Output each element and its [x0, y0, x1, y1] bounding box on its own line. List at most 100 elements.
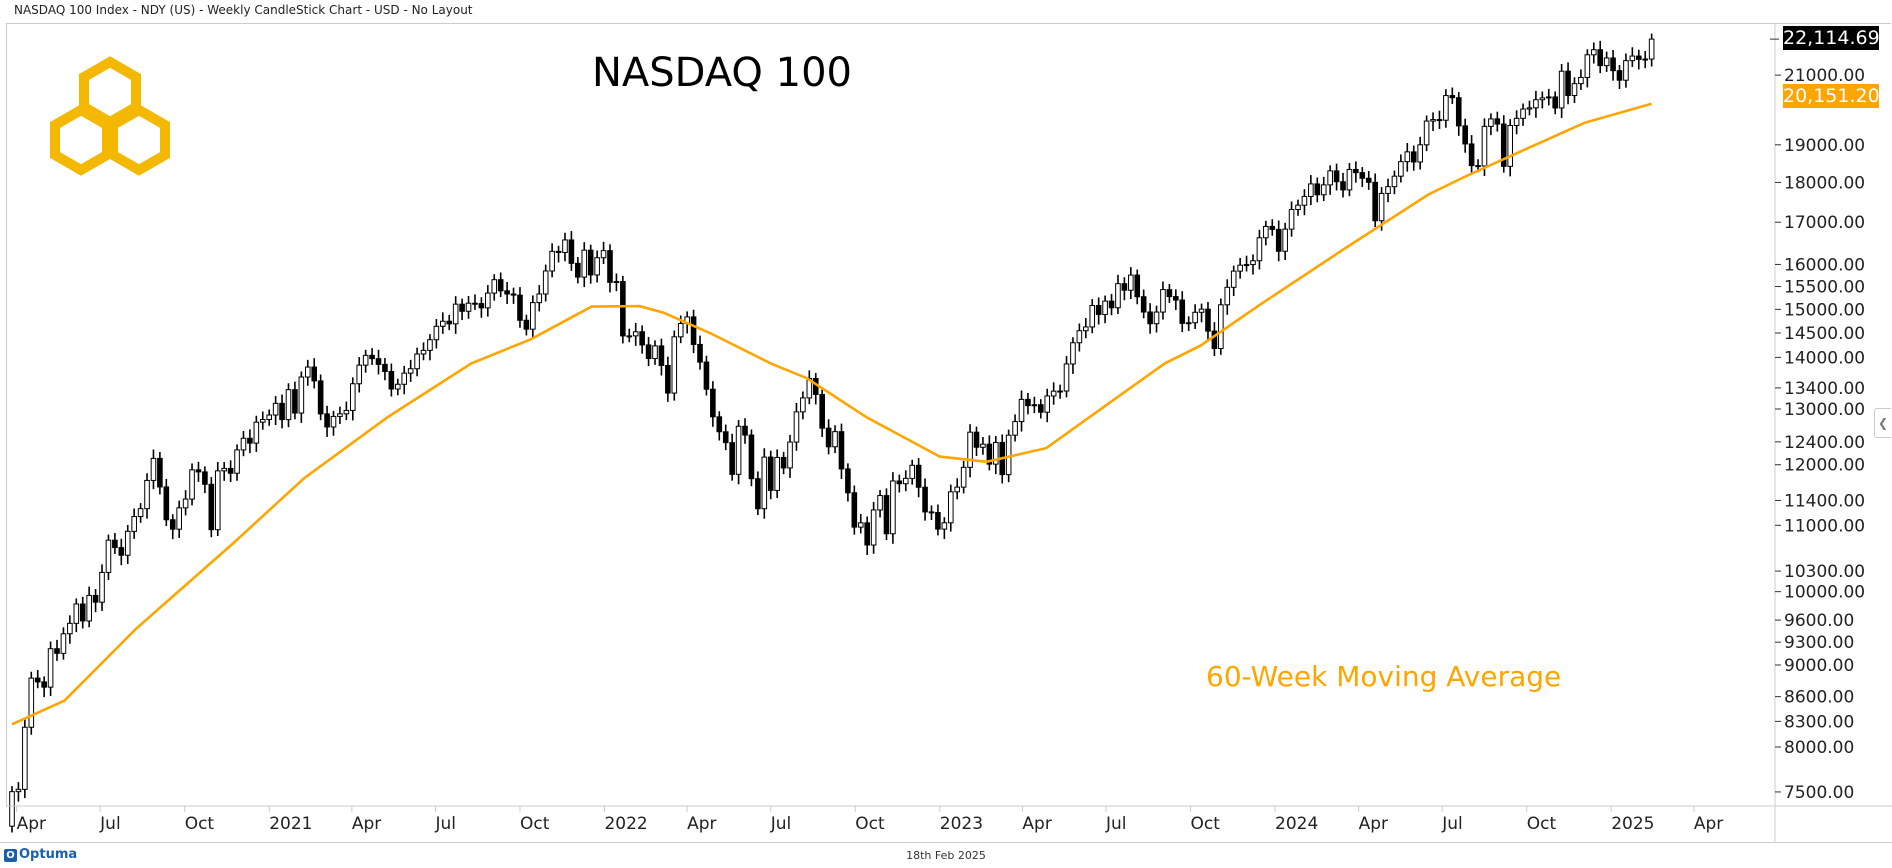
candle-body-up [1044, 395, 1051, 413]
candle [922, 478, 928, 521]
candle [671, 330, 678, 401]
candle-body-down [163, 486, 170, 521]
candle-body-down [1314, 183, 1321, 196]
candle-body-up [626, 335, 633, 338]
candle-body-up [60, 633, 67, 654]
candle-body-down [703, 361, 710, 390]
y-tick-label: 11400.00 [1784, 491, 1865, 511]
candle [1288, 201, 1295, 237]
candle-body-down [1275, 228, 1282, 252]
candle [1121, 277, 1128, 301]
candle [1539, 91, 1546, 109]
candle-body-up [67, 622, 73, 635]
candle-body-down [1436, 119, 1443, 122]
candle [909, 459, 916, 485]
candle-body-down [1179, 299, 1186, 324]
candle [581, 242, 588, 288]
candle-body-up [1005, 434, 1012, 476]
candle [883, 488, 890, 541]
collapse-panel-button[interactable]: ❮ [1874, 408, 1891, 438]
candle-body-down [864, 522, 870, 546]
candle-body-up [1590, 49, 1597, 56]
candle [530, 295, 536, 340]
candle-body-up [542, 270, 549, 295]
candle-body-up [1256, 237, 1263, 262]
candle [523, 314, 530, 336]
candlestick-chart[interactable]: 21000.00 19000.00 18000.00 17000.00 16000.00… [0, 0, 1892, 842]
candle [1108, 293, 1115, 316]
candle [169, 514, 176, 540]
candle [626, 328, 633, 343]
candle-body-up [1648, 38, 1655, 60]
candle-body-up [761, 456, 768, 510]
candle [118, 538, 125, 566]
y-tick-label: 8600.00 [1784, 688, 1854, 708]
candle [1623, 53, 1629, 88]
x-tick-label: Oct [185, 814, 215, 834]
candle-body-up [9, 791, 15, 827]
candles [9, 33, 1655, 833]
candle [1198, 303, 1205, 323]
candle [1500, 115, 1507, 173]
candle [1417, 136, 1423, 170]
candle-body-up [362, 354, 369, 366]
logo-hexagon [50, 104, 112, 176]
candle [1629, 47, 1636, 67]
candle [1205, 301, 1211, 340]
candle-body-down [247, 437, 253, 444]
logo-hexagon [108, 104, 170, 176]
y-tick-label: 7500.00 [1784, 783, 1854, 803]
candle [1526, 100, 1533, 116]
candle-body-up [1391, 175, 1398, 188]
candle-body-up [189, 469, 195, 500]
candle-body-up [15, 788, 22, 793]
candle-body-down [34, 677, 41, 683]
candle-body-down [767, 456, 774, 491]
y-tick-label: 21000.00 [1784, 66, 1865, 86]
x-tick-label: Oct [1527, 814, 1557, 834]
candle [935, 504, 941, 536]
candle-body-down [1552, 96, 1559, 109]
candle-body-down [1025, 398, 1031, 407]
candle-body-up [1012, 421, 1018, 436]
candle [986, 435, 993, 471]
candle-body-down [973, 431, 980, 448]
candle-body-down [1455, 97, 1462, 127]
candle [401, 365, 408, 395]
candle [1050, 382, 1057, 405]
candle [1166, 284, 1173, 303]
candle-body-down [851, 492, 858, 528]
candle [703, 355, 710, 396]
candle [851, 485, 858, 535]
candle-body-up [144, 479, 150, 510]
candle [1423, 115, 1430, 152]
y-tick-label: 9600.00 [1784, 611, 1854, 631]
candle [1391, 170, 1398, 195]
candle-body-down [227, 467, 234, 474]
candle [47, 641, 54, 696]
candle-body-down [1565, 70, 1571, 97]
candle [1083, 318, 1089, 339]
candle-body-up [1558, 70, 1565, 109]
candle-body-up [1301, 195, 1308, 206]
candle [793, 402, 800, 451]
x-tick-label: Apr [687, 814, 716, 834]
candle [208, 477, 215, 538]
x-tick-label: Jul [1105, 814, 1127, 834]
candle-body-up [980, 443, 986, 448]
candle-body-down [607, 250, 613, 283]
candle [1095, 297, 1102, 325]
candle [1256, 229, 1263, 270]
candle [517, 287, 523, 328]
candle-body-up [1346, 168, 1353, 191]
candle [266, 409, 272, 426]
candle-body-down [1108, 300, 1115, 309]
candle [562, 232, 568, 262]
candle [112, 533, 118, 554]
candle [1372, 173, 1378, 228]
candle-body-down [1468, 143, 1475, 167]
candle-body-down [915, 464, 922, 488]
candle [716, 411, 723, 441]
candle-body-up [902, 477, 909, 485]
ma-value-tag: 20,151.20 [1783, 84, 1880, 108]
